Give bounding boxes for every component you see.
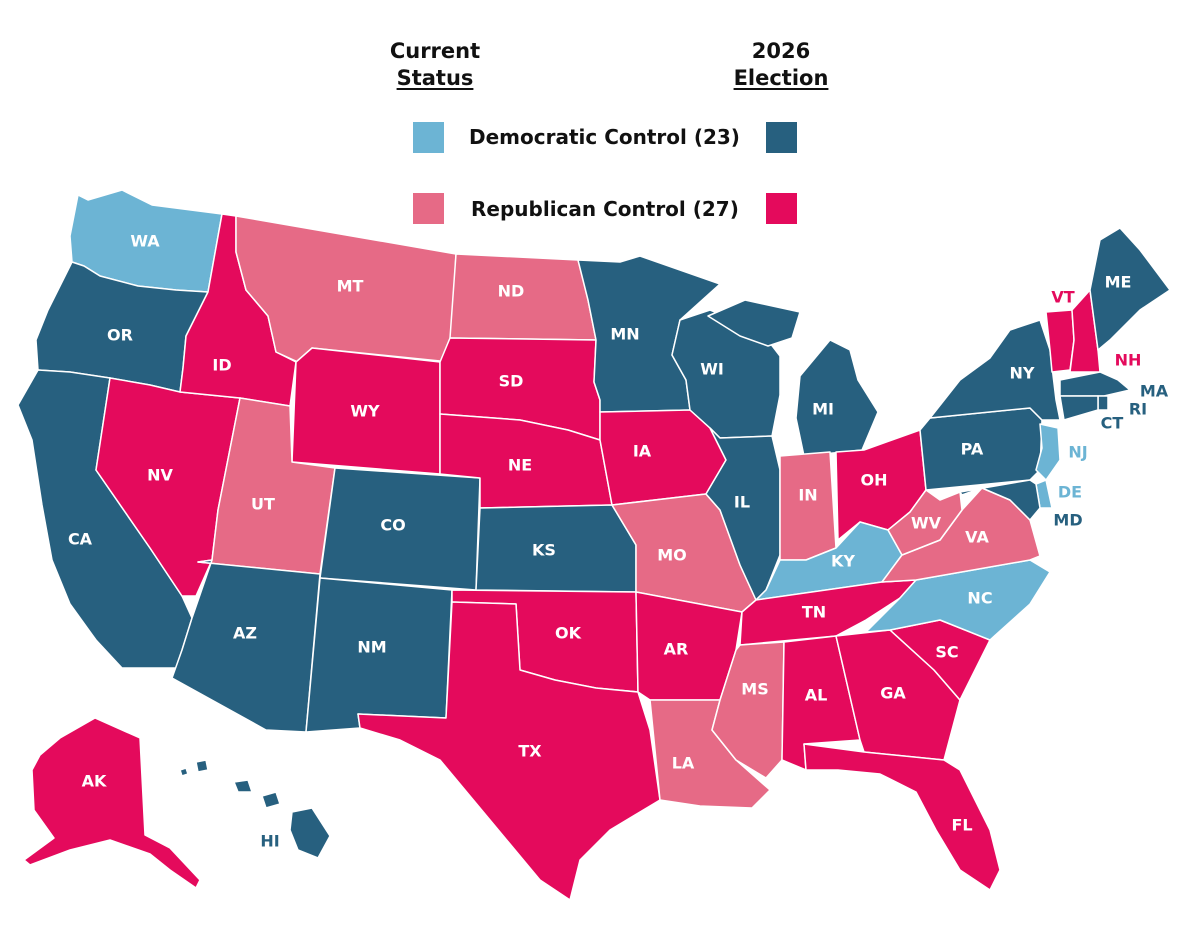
state-nc — [865, 559, 1051, 641]
state-label-ut: UT — [251, 495, 275, 514]
state-label-me: ME — [1105, 273, 1132, 292]
state-md — [959, 479, 1041, 521]
state-label-wv: WV — [911, 514, 942, 533]
legend-swatch-rep-current — [413, 193, 444, 224]
header-current-status: Current Status — [370, 38, 500, 92]
state-label-ct: CT — [1101, 414, 1124, 433]
state-label-wa: WA — [130, 232, 160, 251]
state-label-oh: OH — [861, 471, 888, 490]
state-label-sd: SD — [499, 372, 524, 391]
state-label-nm: NM — [357, 638, 386, 657]
header-election-line2: Election — [733, 66, 829, 90]
state-label-pa: PA — [961, 440, 984, 459]
state-label-mt: MT — [337, 277, 364, 296]
state-label-wi: WI — [700, 360, 724, 379]
legend-swatch-dem-2026 — [766, 122, 797, 153]
state-label-mn: MN — [610, 325, 639, 344]
state-tx — [357, 601, 661, 901]
state-label-in: IN — [798, 486, 817, 505]
header-current-line1: Current — [389, 39, 481, 63]
state-ma — [1059, 371, 1131, 397]
state-label-mi: MI — [812, 400, 834, 419]
state-label-wy: WY — [350, 402, 380, 421]
state-label-al: AL — [805, 686, 828, 705]
state-label-vt: VT — [1051, 288, 1074, 307]
state-label-ga: GA — [880, 684, 906, 703]
state-label-ne: NE — [508, 456, 532, 475]
state-label-nh: NH — [1115, 351, 1142, 370]
state-wy — [291, 347, 441, 475]
state-label-nj: NJ — [1068, 443, 1087, 462]
state-label-ia: IA — [633, 442, 652, 461]
state-label-or: OR — [107, 326, 133, 345]
header-election-line1: 2026 — [751, 39, 811, 63]
state-label-co: CO — [380, 516, 405, 535]
state-label-ms: MS — [741, 680, 768, 699]
state-hi — [179, 759, 331, 859]
state-label-ny: NY — [1010, 364, 1035, 383]
state-ks — [475, 504, 637, 593]
state-az — [171, 559, 321, 733]
state-label-id: ID — [212, 356, 231, 375]
state-label-la: LA — [672, 754, 695, 773]
header-2026-election: 2026 Election — [716, 38, 846, 92]
state-mi — [707, 299, 879, 457]
state-label-nv: NV — [147, 466, 173, 485]
state-in — [779, 451, 837, 561]
state-label-va: VA — [965, 528, 989, 547]
state-label-hi: HI — [260, 832, 279, 851]
state-label-il: IL — [734, 493, 750, 512]
state-label-az: AZ — [233, 624, 257, 643]
legend-swatch-rep-2026 — [766, 193, 797, 224]
state-ny — [929, 319, 1061, 421]
legend-label-rep: Republican Control (27) — [471, 197, 739, 221]
legend-swatch-dem-current — [413, 122, 444, 153]
state-label-ca: CA — [68, 530, 93, 549]
state-label-sc: SC — [935, 643, 958, 662]
state-label-ks: KS — [532, 541, 556, 560]
state-label-ak: AK — [82, 772, 107, 791]
state-label-md: MD — [1053, 511, 1082, 530]
state-fl — [803, 743, 1001, 891]
state-label-tn: TN — [802, 603, 826, 622]
state-label-nc: NC — [967, 589, 992, 608]
state-label-tx: TX — [518, 742, 542, 761]
state-label-ri: RI — [1129, 400, 1147, 419]
state-il — [705, 427, 781, 601]
state-label-ky: KY — [831, 552, 855, 571]
state-label-ma: MA — [1140, 382, 1169, 401]
state-label-ok: OK — [555, 624, 582, 643]
state-label-fl: FL — [951, 816, 972, 835]
state-label-mo: MO — [657, 546, 687, 565]
state-label-nd: ND — [498, 282, 525, 301]
state-ri — [1097, 395, 1109, 411]
header-current-line2: Status — [396, 66, 474, 90]
state-ct — [1059, 395, 1099, 421]
state-ak — [23, 717, 201, 889]
legend-label-dem: Democratic Control (23) — [469, 125, 740, 149]
state-label-de: DE — [1058, 483, 1082, 502]
state-me — [1089, 227, 1171, 351]
state-label-ar: AR — [664, 640, 689, 659]
